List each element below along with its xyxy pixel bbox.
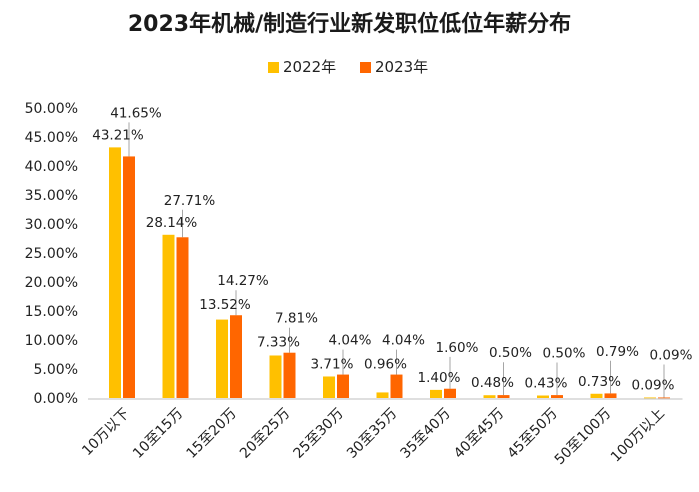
x-tick-label: 100万以上 [608, 406, 668, 466]
x-tick-label: 25至30万 [291, 406, 347, 462]
legend-label: 2023年 [375, 58, 428, 76]
bar-2023 [176, 237, 189, 398]
chart-title: 2023年机械/制造行业新发职位低位年薪分布 [127, 12, 572, 37]
data-label-2022: 43.21% [92, 127, 144, 143]
bar-2023 [551, 395, 563, 398]
bar-2022 [376, 392, 389, 398]
bar-2023 [283, 352, 296, 398]
bar-2023 [390, 374, 403, 398]
bar-2023 [123, 156, 135, 398]
y-tick-label: 30.00% [25, 217, 78, 233]
x-tick-label: 45至50万 [505, 406, 561, 462]
data-label-2023: 41.65% [110, 105, 162, 121]
data-labels: 43.21% 41.65% 28.14% 27.71% 13.52% 14.27% 7.33… [92, 105, 692, 393]
data-label-2023: 0.09% [650, 347, 693, 363]
bar-2022 [162, 234, 175, 398]
data-label-2023: 14.27% [217, 273, 269, 289]
y-tick-label: 45.00% [25, 130, 78, 146]
y-axis: 0.00% 5.00% 10.00% 15.00% 20.00% 25.00% 30.00%… [25, 101, 78, 407]
legend-swatch [360, 62, 371, 73]
data-label-2023: 0.79% [596, 344, 639, 360]
legend-label: 2022年 [283, 58, 336, 76]
bars [109, 147, 670, 399]
bar-2022 [644, 397, 656, 399]
bar-2023 [444, 388, 456, 398]
x-tick-label: 35至40万 [398, 406, 454, 462]
data-label-2023: 0.50% [489, 345, 532, 361]
bar-2023 [230, 315, 242, 398]
data-label-2022: 7.33% [257, 335, 300, 351]
y-tick-label: 40.00% [25, 159, 78, 175]
x-tick-label: 40至45万 [451, 406, 507, 462]
bar-2023 [497, 395, 510, 398]
data-label-2023: 27.71% [164, 193, 216, 209]
leader-lines [128, 122, 665, 398]
data-label-2023: 0.50% [543, 346, 586, 362]
bar-2022 [483, 395, 496, 398]
data-label-2022: 0.43% [525, 376, 568, 392]
x-tick-label: 15至20万 [184, 406, 240, 462]
y-tick-label: 0.00% [34, 391, 78, 407]
y-tick-label: 10.00% [25, 333, 78, 349]
y-tick-label: 5.00% [34, 362, 78, 378]
data-label-2022: 3.71% [311, 356, 354, 372]
data-label-2022: 0.48% [471, 375, 514, 391]
bar-2022 [109, 147, 121, 398]
data-label-2022: 13.52% [199, 297, 251, 313]
x-tick-label: 20至25万 [237, 406, 293, 462]
data-label-2022: 0.73% [578, 374, 621, 390]
x-tick-label: 30至35万 [344, 406, 400, 462]
bar-2023 [658, 397, 670, 399]
x-tick-label: 10至15万 [130, 406, 186, 462]
y-tick-label: 15.00% [25, 304, 78, 320]
data-label-2023: 4.04% [329, 333, 372, 349]
data-label-2022: 0.96% [364, 357, 407, 373]
data-label-2023: 1.60% [436, 340, 479, 356]
bar-2022 [590, 393, 603, 398]
bar-2022 [269, 355, 282, 398]
data-label-2022: 1.40% [418, 370, 461, 386]
y-tick-label: 35.00% [25, 188, 78, 204]
x-tick-label: 50至100万 [552, 406, 615, 469]
y-tick-label: 20.00% [25, 275, 78, 291]
data-label-2023: 4.04% [382, 333, 425, 349]
bar-2022 [430, 389, 442, 398]
data-label-2023: 7.81% [275, 311, 318, 327]
x-axis: 10万以下10至15万15至20万20至25万25至30万30至35万35至40… [79, 398, 683, 469]
bar-2023 [337, 374, 349, 398]
bar-2022 [323, 376, 335, 398]
x-tick-label: 10万以下 [79, 406, 133, 460]
y-tick-label: 25.00% [25, 246, 78, 262]
bar-2023 [604, 393, 617, 398]
data-label-2022: 28.14% [146, 215, 198, 231]
bar-2022 [537, 395, 549, 398]
y-tick-label: 50.00% [25, 101, 78, 117]
data-label-2022: 0.09% [632, 377, 675, 393]
legend: 2022年 2023年 [268, 58, 428, 76]
bar-2022 [216, 319, 228, 398]
legend-swatch [268, 62, 279, 73]
